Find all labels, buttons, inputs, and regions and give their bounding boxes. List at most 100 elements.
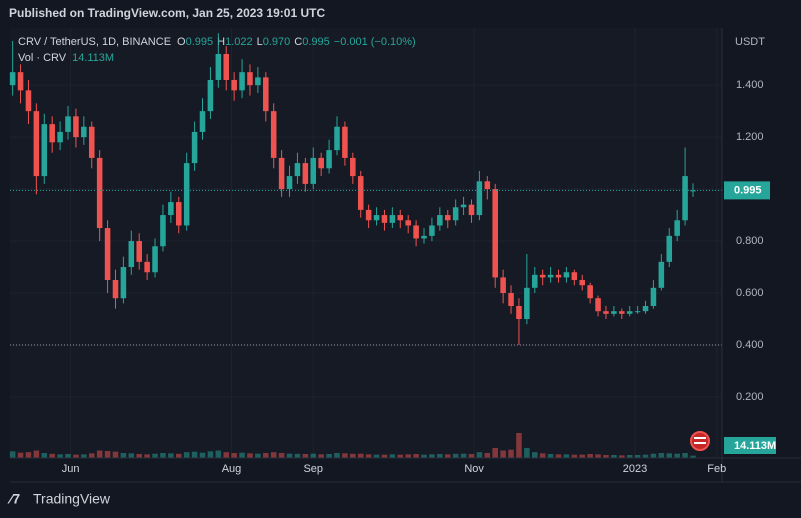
y-tick-label: 0.800 xyxy=(736,235,764,247)
published: Published on TradingView.com, Jan 25, 20… xyxy=(9,6,325,20)
volume-bar xyxy=(326,454,332,458)
candle-body xyxy=(286,176,293,190)
volume-bar xyxy=(587,454,593,458)
volume-bar xyxy=(49,453,55,458)
candle-body xyxy=(104,228,111,281)
marks xyxy=(9,33,722,458)
volume-bar xyxy=(318,454,324,458)
volume-bar xyxy=(579,454,586,458)
candle-body xyxy=(88,126,95,158)
volume-bar xyxy=(373,454,380,458)
volume-bar xyxy=(595,454,601,458)
volume-bar xyxy=(104,451,111,458)
candle-body xyxy=(168,202,174,216)
volume-bar xyxy=(302,454,309,458)
grid xyxy=(10,28,722,458)
candle-body xyxy=(611,311,617,314)
candle-body xyxy=(579,280,586,286)
volume-bar xyxy=(460,453,467,458)
candle-body xyxy=(563,272,570,278)
volume-bar xyxy=(532,452,538,458)
volume-bar xyxy=(413,454,419,458)
volume-bar xyxy=(547,454,554,458)
candle-body xyxy=(365,209,372,221)
volume-bar xyxy=(207,451,214,458)
candle-body xyxy=(49,124,55,143)
volume-bar xyxy=(603,455,609,458)
candle-body xyxy=(96,157,103,229)
candle-body xyxy=(199,111,206,132)
volume-bar xyxy=(263,453,269,458)
volume-legend: Vol · CRV 14.113M xyxy=(18,52,114,64)
candle-body xyxy=(405,220,411,226)
candle-body xyxy=(247,72,253,86)
candle-body xyxy=(413,225,419,239)
candle-body xyxy=(484,181,491,190)
candle-body xyxy=(571,272,578,281)
volume-bar xyxy=(168,453,174,458)
candle-body xyxy=(357,176,364,210)
candle-body xyxy=(389,215,396,223)
candle-body xyxy=(516,306,522,319)
ohlc-value: 0.970 xyxy=(263,36,291,48)
candle-body xyxy=(81,126,87,138)
candle-body xyxy=(666,235,673,262)
y-tick-label: 1.200 xyxy=(736,131,764,143)
brand-name: TradingView xyxy=(33,491,111,507)
candle-body xyxy=(302,163,309,184)
candle-body xyxy=(215,53,222,80)
candle-body xyxy=(65,116,71,132)
volume-bar xyxy=(136,454,142,458)
volume-bar xyxy=(342,453,348,458)
volume-bar xyxy=(120,453,127,458)
candle-body xyxy=(642,306,649,312)
candle-body xyxy=(682,176,688,221)
volume-label-box xyxy=(724,437,776,454)
candle-body xyxy=(381,215,388,223)
candle-body xyxy=(120,267,127,299)
volume-bar xyxy=(658,453,665,458)
volume-bar xyxy=(539,453,546,458)
volume-bar xyxy=(634,455,641,458)
candle-body xyxy=(421,235,427,239)
candle-body xyxy=(207,79,214,112)
candle-body xyxy=(239,72,245,91)
volume-bar xyxy=(9,451,16,458)
volume-bar xyxy=(144,454,150,458)
candle-body xyxy=(278,157,285,190)
x-tick-label: Jun xyxy=(62,463,80,475)
volume-bar xyxy=(73,454,79,458)
candle-body xyxy=(318,157,324,169)
candle-body xyxy=(128,241,135,268)
y-tick-label: 0.600 xyxy=(736,287,764,299)
x-tick-label: Aug xyxy=(222,463,242,475)
ohlc-key: O xyxy=(177,36,186,48)
candle-body xyxy=(650,287,657,307)
candle-body xyxy=(57,131,63,143)
volume-bar xyxy=(611,455,617,458)
volume-bar xyxy=(33,450,40,458)
volume-bar xyxy=(176,453,182,458)
volume-bar xyxy=(452,453,459,458)
legend-line: CRV / TetherUS, 1D, BINANCE O0.995 H1.022 L… xyxy=(18,36,416,48)
y-tick-label: 0.400 xyxy=(736,339,764,351)
candle-body xyxy=(626,311,633,314)
volume-bar xyxy=(674,453,680,458)
candle-body xyxy=(270,111,277,158)
candle-body xyxy=(342,126,348,158)
candle-body xyxy=(136,241,142,262)
candle-body xyxy=(231,79,237,91)
volume-bar xyxy=(666,453,673,458)
y-tick-label: 1.400 xyxy=(736,79,764,91)
svg-text:⁄7: ⁄7 xyxy=(7,491,20,507)
candle-body xyxy=(555,274,562,278)
volume-bar xyxy=(25,452,32,458)
candle-body xyxy=(310,157,317,184)
volume-bar xyxy=(334,453,340,458)
candle-body xyxy=(334,126,340,151)
x-tick-label: Nov xyxy=(464,463,484,475)
volume-bar xyxy=(310,453,317,458)
volume-bar xyxy=(81,454,87,458)
last-price-box xyxy=(724,181,770,200)
